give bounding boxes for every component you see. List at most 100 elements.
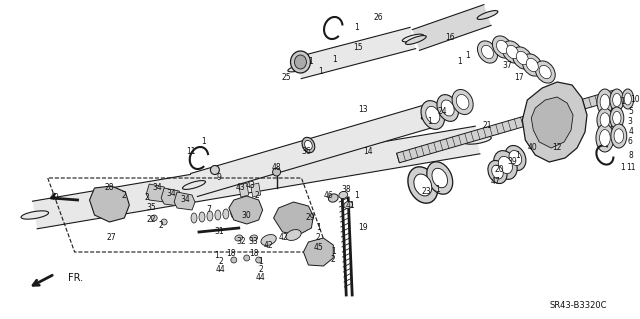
Text: 15: 15 xyxy=(353,43,363,53)
Text: 28: 28 xyxy=(105,183,114,192)
Text: 5: 5 xyxy=(628,108,633,116)
Ellipse shape xyxy=(488,160,507,183)
Text: 2: 2 xyxy=(145,194,150,203)
Ellipse shape xyxy=(414,174,432,196)
Ellipse shape xyxy=(612,111,621,125)
Polygon shape xyxy=(239,183,249,197)
Ellipse shape xyxy=(151,215,157,221)
Text: SR43-B3320C: SR43-B3320C xyxy=(549,300,607,309)
Text: 21: 21 xyxy=(483,121,492,130)
Text: 18: 18 xyxy=(226,249,236,258)
Ellipse shape xyxy=(610,89,624,111)
Ellipse shape xyxy=(286,230,301,241)
Text: 3: 3 xyxy=(627,117,632,127)
Text: 17: 17 xyxy=(515,73,524,83)
Ellipse shape xyxy=(288,64,309,72)
Ellipse shape xyxy=(535,61,556,83)
Text: 32: 32 xyxy=(236,238,246,247)
Ellipse shape xyxy=(610,107,624,129)
Text: 19: 19 xyxy=(358,224,368,233)
Text: 41: 41 xyxy=(346,201,355,210)
Text: 4: 4 xyxy=(628,128,633,137)
Text: 1: 1 xyxy=(354,24,358,33)
Ellipse shape xyxy=(406,35,426,44)
Ellipse shape xyxy=(247,206,253,216)
Ellipse shape xyxy=(291,51,310,73)
Text: 14: 14 xyxy=(364,147,373,157)
Polygon shape xyxy=(161,188,182,206)
Ellipse shape xyxy=(612,93,621,107)
Text: 8: 8 xyxy=(628,151,633,160)
Text: 45: 45 xyxy=(314,243,323,253)
Ellipse shape xyxy=(403,34,424,42)
Ellipse shape xyxy=(421,100,445,130)
Text: 39: 39 xyxy=(508,158,517,167)
Text: 34: 34 xyxy=(180,196,190,204)
Ellipse shape xyxy=(481,45,493,59)
Text: 2: 2 xyxy=(259,265,263,275)
Polygon shape xyxy=(412,4,491,50)
Ellipse shape xyxy=(477,41,497,63)
Text: 42: 42 xyxy=(264,241,273,249)
Ellipse shape xyxy=(526,58,538,72)
Ellipse shape xyxy=(506,45,518,59)
Polygon shape xyxy=(273,202,314,235)
Text: 16: 16 xyxy=(445,33,454,42)
Ellipse shape xyxy=(231,257,237,263)
Ellipse shape xyxy=(597,108,613,132)
Text: 38: 38 xyxy=(341,186,351,195)
Ellipse shape xyxy=(231,208,237,218)
Text: 2: 2 xyxy=(122,190,127,199)
Ellipse shape xyxy=(512,47,532,69)
Ellipse shape xyxy=(597,89,613,115)
Text: 2: 2 xyxy=(254,190,259,199)
Ellipse shape xyxy=(199,212,205,222)
Ellipse shape xyxy=(497,40,508,54)
Ellipse shape xyxy=(191,213,197,223)
Text: 33: 33 xyxy=(249,238,259,247)
Ellipse shape xyxy=(235,235,243,241)
Ellipse shape xyxy=(211,166,220,174)
Ellipse shape xyxy=(427,162,452,194)
Ellipse shape xyxy=(600,94,610,110)
Text: 37: 37 xyxy=(502,61,512,70)
Text: 1: 1 xyxy=(214,250,220,259)
Ellipse shape xyxy=(437,95,458,121)
Text: 9: 9 xyxy=(216,174,221,182)
Ellipse shape xyxy=(223,209,229,219)
Ellipse shape xyxy=(182,181,205,189)
Polygon shape xyxy=(251,183,260,197)
Ellipse shape xyxy=(421,111,444,119)
Ellipse shape xyxy=(477,11,498,19)
Ellipse shape xyxy=(432,168,447,188)
Text: 24: 24 xyxy=(438,108,447,116)
Text: 43: 43 xyxy=(236,183,246,192)
Text: 34: 34 xyxy=(152,183,162,192)
Text: 2: 2 xyxy=(159,220,164,229)
Text: 26: 26 xyxy=(373,13,383,23)
Text: 44: 44 xyxy=(256,273,266,283)
Text: 36: 36 xyxy=(301,147,311,157)
Text: 1: 1 xyxy=(620,164,625,173)
Ellipse shape xyxy=(516,51,529,65)
Ellipse shape xyxy=(611,124,627,148)
Polygon shape xyxy=(229,196,262,224)
Ellipse shape xyxy=(261,234,276,245)
Text: 1: 1 xyxy=(620,98,625,107)
Text: 13: 13 xyxy=(358,106,368,115)
Ellipse shape xyxy=(215,210,221,220)
Text: 1: 1 xyxy=(428,117,432,127)
Ellipse shape xyxy=(493,151,517,179)
Ellipse shape xyxy=(344,201,353,209)
Text: 1: 1 xyxy=(515,151,520,160)
Ellipse shape xyxy=(273,168,280,176)
Text: 1: 1 xyxy=(354,190,358,199)
Ellipse shape xyxy=(622,89,634,109)
Text: 6: 6 xyxy=(627,137,632,146)
Ellipse shape xyxy=(505,145,526,171)
Polygon shape xyxy=(397,90,616,163)
Ellipse shape xyxy=(207,211,213,221)
Ellipse shape xyxy=(21,211,49,219)
Ellipse shape xyxy=(161,219,167,225)
Text: 1: 1 xyxy=(331,248,335,256)
